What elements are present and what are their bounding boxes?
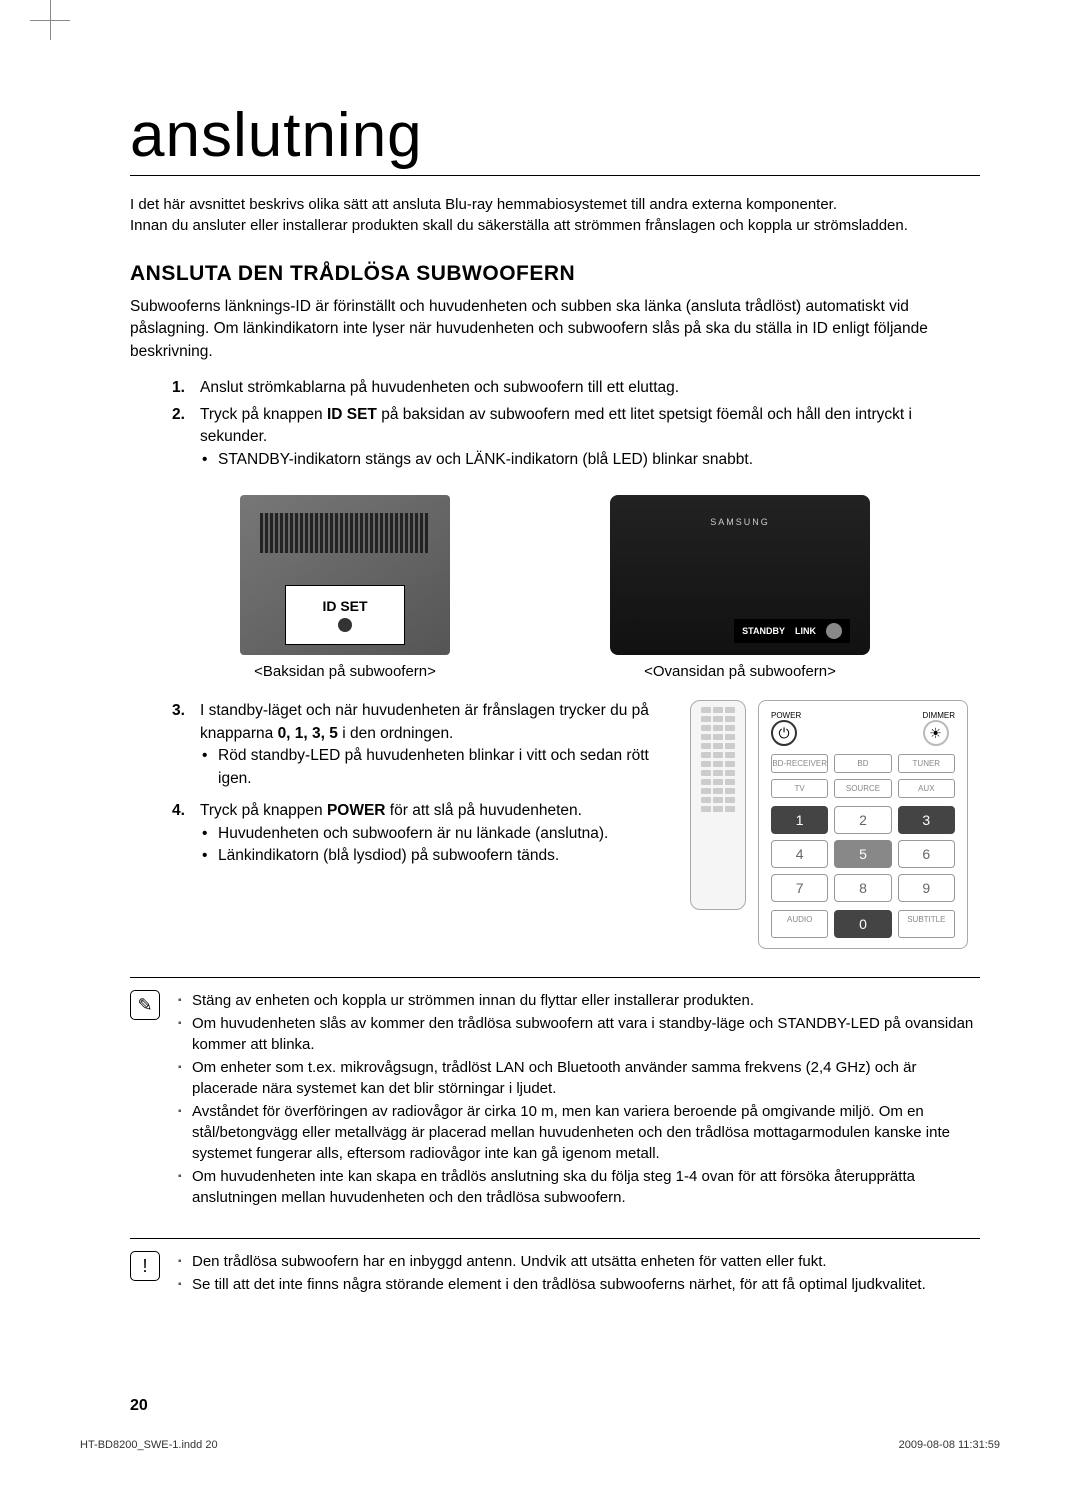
step-bullet: STANDBY-indikatorn stängs av och LÄNK-in… <box>200 449 980 471</box>
bottom-row: AUDIO 0 SUBTITLE <box>771 910 955 938</box>
src-btn: SOURCE <box>834 779 891 798</box>
note-item: Se till att det inte finns några störand… <box>178 1274 980 1295</box>
crop-mark <box>30 20 70 21</box>
led-icon <box>826 623 842 639</box>
step-bullet: Huvudenheten och subwoofern är nu länkad… <box>200 823 670 845</box>
footer-left: HT-BD8200_SWE-1.indd 20 <box>80 1439 218 1451</box>
intro-line-2: Innan du ansluter eller installerar prod… <box>130 217 908 234</box>
intro-line-1: I det här avsnittet beskrivs olika sätt … <box>130 196 837 213</box>
page-title: anslutning <box>130 100 980 176</box>
bot-btn: SUBTITLE <box>898 910 955 938</box>
step-1: 1. Anslut strömkablarna på huvudenheten … <box>200 377 980 399</box>
steps-3-4-row: 3. I standby-läget och när huvudenheten … <box>130 700 980 949</box>
note-item: Den trådlösa subwoofern har en inbyggd a… <box>178 1251 980 1272</box>
subwoofer-back-block: ID SET <Baksidan på subwoofern> <box>240 495 450 680</box>
idset-label: ID SET <box>322 598 367 614</box>
dimmer-label: DIMMER <box>923 711 955 720</box>
steps-3-4-text: 3. I standby-läget och när huvudenheten … <box>130 700 670 949</box>
step-4: 4. Tryck på knappen POWER för att slå på… <box>200 800 670 867</box>
section-intro: Subwooferns länknings-ID är förinställt … <box>130 296 980 363</box>
step-number: 2. <box>172 404 185 426</box>
src-btn: BD-RECEIVER <box>771 754 828 773</box>
footer-right: 2009-08-08 11:31:59 <box>899 1439 1000 1451</box>
step-number: 3. <box>172 700 185 722</box>
bot-btn: AUDIO <box>771 910 828 938</box>
src-btn: AUX <box>898 779 955 798</box>
num-btn: 4 <box>771 840 828 868</box>
link-label: LINK <box>795 626 816 636</box>
note-item: Om huvudenheten inte kan skapa en trådlö… <box>178 1166 980 1208</box>
note-item: Avståndet för överföringen av radiovågor… <box>178 1101 980 1164</box>
note-block-1: ✎ Stäng av enheten och koppla ur strömme… <box>130 990 980 1210</box>
src-btn: TV <box>771 779 828 798</box>
num-btn: 1 <box>771 806 828 834</box>
source-grid: BD-RECEIVER BD TUNER TV SOURCE AUX <box>771 754 955 798</box>
section-heading: ANSLUTA DEN TRÅDLÖSA SUBWOOFERN <box>130 262 980 286</box>
product-images-row: ID SET <Baksidan på subwoofern> SAMSUNG … <box>130 495 980 680</box>
power-label: POWER <box>771 711 801 720</box>
power-button-icon: ⏻ <box>771 720 797 746</box>
num-btn: 8 <box>834 874 891 902</box>
step-bullet: Röd standby-LED på huvudenheten blinkar … <box>200 745 670 790</box>
num-btn: 7 <box>771 874 828 902</box>
intro-text: I det här avsnittet beskrivs olika sätt … <box>130 194 980 236</box>
step-text: Anslut strömkablarna på huvudenheten och… <box>200 379 679 396</box>
note-block-2: ! Den trådlösa subwoofern har en inbyggd… <box>130 1251 980 1297</box>
note-list-1: Stäng av enheten och koppla ur strömmen … <box>178 990 980 1210</box>
vent-graphic <box>260 513 430 553</box>
remote-illustrations: POWER ⏻ DIMMER ☀ BD-RECEIVER BD TUNER TV… <box>690 700 980 949</box>
idset-callout: ID SET <box>285 585 405 645</box>
remote-large-image: POWER ⏻ DIMMER ☀ BD-RECEIVER BD TUNER TV… <box>758 700 968 949</box>
step-number: 4. <box>172 800 185 822</box>
remote-small-image <box>690 700 746 910</box>
num-btn: 5 <box>834 840 891 868</box>
pencil-note-icon: ✎ <box>130 990 160 1020</box>
page-number: 20 <box>130 1397 148 1415</box>
step-text: Tryck på knappen ID SET på baksidan av s… <box>200 406 912 445</box>
step-number: 1. <box>172 377 185 399</box>
note-item: Stäng av enheten och koppla ur strömmen … <box>178 990 980 1011</box>
subwoofer-top-image: SAMSUNG STANDBY LINK <box>610 495 870 655</box>
led-label-box: STANDBY LINK <box>734 619 850 643</box>
divider <box>130 1238 980 1239</box>
src-btn: BD <box>834 754 891 773</box>
note-item: Om enheter som t.ex. mikrovågsugn, trådl… <box>178 1057 980 1099</box>
note-list-2: Den trådlösa subwoofern har en inbyggd a… <box>178 1251 980 1297</box>
standby-label: STANDBY <box>742 626 785 636</box>
note-item: Om huvudenheten slås av kommer den trådl… <box>178 1013 980 1055</box>
numpad: 1 2 3 4 5 6 7 8 9 <box>771 806 955 902</box>
warning-note-icon: ! <box>130 1251 160 1281</box>
num-btn: 3 <box>898 806 955 834</box>
num-btn: 6 <box>898 840 955 868</box>
step-3: 3. I standby-läget och när huvudenheten … <box>200 700 670 790</box>
steps-list: 1. Anslut strömkablarna på huvudenheten … <box>130 377 980 471</box>
back-caption: <Baksidan på subwoofern> <box>240 663 450 680</box>
num-btn: 0 <box>834 910 891 938</box>
top-caption: <Ovansidan på subwoofern> <box>610 663 870 680</box>
dimmer-button-icon: ☀ <box>923 720 949 746</box>
step-2: 2. Tryck på knappen ID SET på baksidan a… <box>200 404 980 471</box>
num-btn: 9 <box>898 874 955 902</box>
brand-label: SAMSUNG <box>610 517 870 527</box>
step-text: I standby-läget och när huvudenheten är … <box>200 702 649 741</box>
idset-button-icon <box>338 618 352 632</box>
remote-top-row: POWER ⏻ DIMMER ☀ <box>771 711 955 746</box>
step-text: Tryck på knappen POWER för att slå på hu… <box>200 802 582 819</box>
step-bullet: Länkindikatorn (blå lysdiod) på subwoofe… <box>200 845 670 867</box>
subwoofer-top-block: SAMSUNG STANDBY LINK <Ovansidan på subwo… <box>610 495 870 680</box>
divider <box>130 977 980 978</box>
src-btn: TUNER <box>898 754 955 773</box>
num-btn: 2 <box>834 806 891 834</box>
subwoofer-back-image: ID SET <box>240 495 450 655</box>
